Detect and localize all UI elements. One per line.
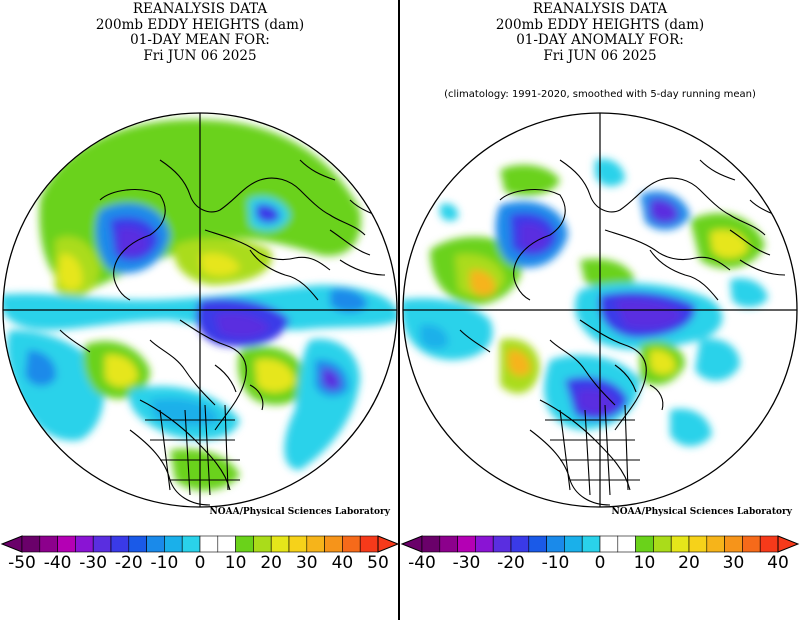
title-line: REANALYSIS DATA (132, 1, 268, 17)
colorbar-tick-label: 40 (331, 553, 354, 573)
colorbar-tick-label: 20 (678, 553, 700, 573)
colorbar-tick-label: -20 (114, 553, 143, 573)
colorbar-swatch (199, 535, 219, 553)
colorbar-swatch (670, 535, 690, 553)
colorbar (400, 535, 800, 553)
colorbar-swatch (253, 535, 272, 553)
colorbar-tick-label: 30 (295, 553, 318, 573)
polar-map (2, 112, 398, 508)
colorbar-swatch (653, 535, 672, 553)
colorbar-tick-label: 50 (367, 553, 389, 573)
colorbar-swatch (564, 535, 583, 553)
colorbar-tick-label: -40 (408, 553, 436, 573)
colorbar-swatch (217, 535, 236, 553)
colorbar-swatch (617, 535, 636, 553)
colorbar-swatch (235, 535, 254, 553)
contour-fill (403, 158, 768, 447)
colorbar-tick-label: 20 (260, 553, 283, 573)
colorbar-tick-label: -10 (150, 553, 179, 573)
colorbar-swatch (439, 535, 458, 553)
anomaly-panel: REANALYSIS DATA 200mb EDDY HEIGHTS (dam)… (400, 0, 800, 620)
title-line: 200mb EDDY HEIGHTS (dam) (95, 16, 305, 33)
credit-label: NOAA/Physical Sciences Laboratory (611, 507, 792, 517)
colorbar-tick-label: -10 (541, 553, 570, 573)
colorbar-tick-label: 0 (594, 553, 606, 573)
colorbar-swatch (39, 535, 58, 553)
colorbar-tick-label: -30 (452, 553, 481, 573)
colorbar-swatch (342, 535, 361, 553)
coastlines (459, 159, 791, 506)
colorbar-swatch (128, 535, 147, 553)
colorbar-swatch (359, 535, 379, 553)
colorbar-tick-label: -20 (497, 553, 525, 573)
colorbar-tick-label: 30 (722, 553, 745, 573)
mean-panel: REANALYSIS DATA 200mb EDDY HEIGHTS (dam)… (0, 0, 400, 620)
colorbar-swatch (110, 535, 130, 553)
coastlines (59, 159, 391, 506)
colorbar-arrow-low (0, 535, 23, 553)
title-line: REANALYSIS DATA (532, 1, 668, 17)
colorbar-ticks: -50 -40 -30 -20 -10 0 10 20 30 40 50 (0, 553, 400, 577)
colorbar-swatch (706, 535, 725, 553)
meridian-crosshair (3, 113, 397, 507)
colorbar-swatch (146, 535, 165, 553)
colorbar-arrow-low (400, 535, 423, 553)
colorbar-swatch (528, 535, 547, 553)
colorbar-swatch (288, 535, 308, 553)
title-line: Fri JUN 06 2025 (143, 47, 257, 64)
map-boundary (402, 112, 798, 508)
colorbar-swatch (75, 535, 94, 553)
colorbar-tick-label: -40 (43, 553, 72, 573)
title-line: 01-DAY ANOMALY FOR: (516, 32, 684, 48)
title-line: 01-DAY MEAN FOR: (130, 32, 270, 48)
colorbar-ticks: -40 -30 -20 -10 0 10 20 30 40 (400, 553, 800, 577)
colorbar-swatch (57, 535, 76, 553)
panel-title: REANALYSIS DATA 200mb EDDY HEIGHTS (dam)… (0, 1, 400, 64)
colorbar-swatch (759, 535, 779, 553)
colorbar-swatch (181, 535, 201, 553)
title-line: 200mb EDDY HEIGHTS (dam) (495, 16, 705, 33)
colorbar-swatch (724, 535, 743, 553)
colorbar-swatch (581, 535, 601, 553)
colorbar-tick-label: -30 (79, 553, 108, 573)
meridian-crosshair (403, 113, 797, 507)
colorbar-arrow-high (377, 535, 400, 553)
polar-map (402, 112, 798, 508)
colorbar-swatch (457, 535, 476, 553)
credit-label: NOAA/Physical Sciences Laboratory (209, 507, 390, 517)
colorbar-swatch (492, 535, 512, 553)
colorbar-tick-label: 0 (194, 553, 206, 573)
map-boundary (2, 112, 398, 508)
colorbar-swatch (510, 535, 530, 553)
colorbar-swatch (546, 535, 565, 553)
colorbar-tick-label: 40 (767, 553, 789, 573)
colorbar (0, 535, 400, 553)
colorbar-swatch (475, 535, 494, 553)
colorbar-swatch (324, 535, 343, 553)
panel-title: REANALYSIS DATA 200mb EDDY HEIGHTS (dam)… (400, 1, 800, 64)
colorbar-swatch (635, 535, 654, 553)
colorbar-swatch (92, 535, 112, 553)
colorbar-swatch (21, 535, 41, 553)
colorbar-tick-label: 10 (633, 553, 656, 573)
colorbar-swatch (306, 535, 325, 553)
colorbar-tick-label: -50 (8, 553, 36, 573)
colorbar-swatch (164, 535, 183, 553)
climatology-note: (climatology: 1991-2020, smoothed with 5… (444, 89, 756, 100)
colorbar-swatch (421, 535, 441, 553)
colorbar-tick-label: 10 (224, 553, 247, 573)
colorbar-swatch (270, 535, 290, 553)
title-line: Fri JUN 06 2025 (543, 47, 657, 64)
colorbar-swatch (688, 535, 708, 553)
colorbar-swatch (599, 535, 619, 553)
colorbar-swatch (742, 535, 761, 553)
colorbar-arrow-high (777, 535, 800, 553)
